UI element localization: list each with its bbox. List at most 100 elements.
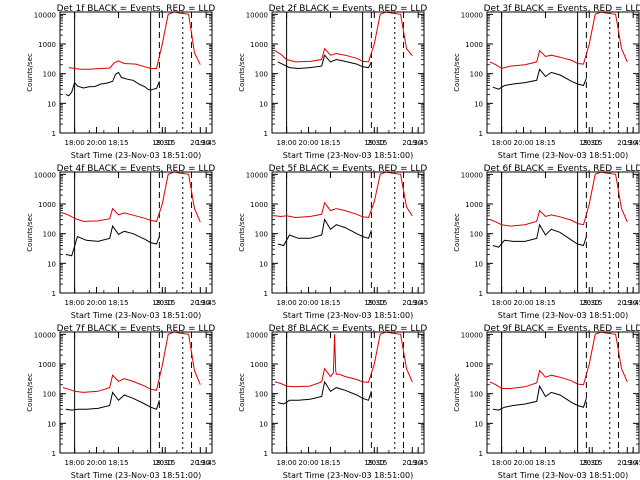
y-tick-label: 100 <box>470 71 483 79</box>
panel-title: Det 2f BLACK = Events, RED = LLD <box>269 4 428 14</box>
x-tick-label: 18:15 <box>320 139 340 147</box>
y-tick-label: 10 <box>47 100 56 108</box>
detector-panel-3: Det 3f BLACK = Events, RED = LLD Counts/s… <box>453 4 640 160</box>
plot-frame <box>59 171 213 294</box>
x-tick-label: 18:00 <box>65 459 85 467</box>
y-tick-label: 10000 <box>34 331 56 339</box>
panel-title: Det 1f BLACK = Events, RED = LLD <box>57 4 216 14</box>
y-tick-label: 1 <box>264 290 268 298</box>
y-tick-label: 10000 <box>34 171 56 179</box>
x-tick-label: 18:00 <box>492 299 512 307</box>
x-tick-label: 20:30 <box>617 299 637 307</box>
y-tick-label: 100 <box>470 231 483 239</box>
series-line-lld <box>68 12 201 70</box>
y-tick-label: 10000 <box>246 331 268 339</box>
x-tick-label: 20:15 <box>367 139 387 147</box>
y-tick-label: 10 <box>259 100 268 108</box>
x-tick-label: 19:30 <box>152 299 172 307</box>
x-tick-label: 19:30 <box>152 459 172 467</box>
series-line-lld <box>489 12 628 70</box>
y-tick-label: 10 <box>474 420 483 428</box>
plot-frame <box>486 11 640 134</box>
x-tick-label: 18:00 <box>492 459 512 467</box>
y-tick-label: 10000 <box>34 11 56 19</box>
x-tick-label: 20:15 <box>582 139 602 147</box>
x-tick-label: 18:00 <box>65 139 85 147</box>
y-tick-label: 1 <box>52 130 56 138</box>
x-tick-label: 20:15 <box>155 459 175 467</box>
y-tick-label: 1000 <box>250 361 268 369</box>
series-line-events <box>492 68 587 90</box>
series-line-events <box>277 380 372 405</box>
y-tick-label: 1000 <box>465 41 483 49</box>
detector-panel-5: Det 5f BLACK = Events, RED = LLD Counts/s… <box>238 164 428 320</box>
y-tick-label: 100 <box>255 231 268 239</box>
series-group <box>489 332 628 411</box>
series-line-events <box>65 391 160 411</box>
series-group <box>274 332 413 405</box>
series-group <box>274 172 413 247</box>
x-tick-label: 20:30 <box>402 139 422 147</box>
x-axis-label: Start Time (23-Nov-03 18:51:00) <box>71 151 201 160</box>
y-axis-label: Counts/sec <box>26 373 34 412</box>
series-line-lld <box>274 332 413 388</box>
x-tick-label: 20:00 <box>86 139 106 147</box>
x-tick-label: 20:15 <box>367 459 387 467</box>
x-tick-label: 19:30 <box>579 299 599 307</box>
y-tick-label: 1 <box>264 450 268 458</box>
plot-frame <box>59 331 213 454</box>
panel-title: Det 5f BLACK = Events, RED = LLD <box>269 164 428 174</box>
x-tick-label: 20:00 <box>298 139 318 147</box>
x-tick-label: 20:15 <box>582 459 602 467</box>
x-tick-label: 19:30 <box>152 139 172 147</box>
detector-panel-4: Det 4f BLACK = Events, RED = LLD Counts/s… <box>26 164 216 320</box>
x-axis-label: Start Time (23-Nov-03 18:51:00) <box>283 311 413 320</box>
series-line-events <box>65 71 160 97</box>
y-tick-label: 1000 <box>250 201 268 209</box>
y-tick-label: 1 <box>479 450 483 458</box>
x-tick-label: 19:45 <box>408 459 428 467</box>
y-tick-label: 1000 <box>38 41 56 49</box>
y-tick-label: 10 <box>259 260 268 268</box>
y-axis-label: Counts/sec <box>26 53 34 92</box>
series-line-lld <box>489 332 628 389</box>
x-tick-label: 19:45 <box>196 459 216 467</box>
y-tick-label: 1 <box>479 290 483 298</box>
x-tick-label: 20:30 <box>190 139 210 147</box>
x-tick-label: 19:45 <box>196 299 216 307</box>
x-tick-label: 20:30 <box>190 299 210 307</box>
y-tick-label: 1 <box>479 130 483 138</box>
detector-panel-7: Det 7f BLACK = Events, RED = LLD Counts/s… <box>26 324 216 480</box>
plot-frame <box>271 171 425 294</box>
x-tick-label: 19:45 <box>623 299 640 307</box>
y-tick-label: 10 <box>47 420 56 428</box>
x-tick-label: 20:00 <box>298 299 318 307</box>
y-axis-label: Counts/sec <box>26 213 34 252</box>
y-tick-label: 100 <box>255 71 268 79</box>
x-tick-label: 20:00 <box>513 299 533 307</box>
x-tick-label: 20:30 <box>190 459 210 467</box>
plot-frame <box>486 171 640 294</box>
x-tick-label: 19:45 <box>408 139 428 147</box>
y-tick-label: 10 <box>474 100 483 108</box>
x-tick-label: 20:00 <box>298 459 318 467</box>
series-line-lld <box>62 332 201 393</box>
y-tick-label: 10 <box>474 260 483 268</box>
series-line-lld <box>274 172 413 219</box>
x-tick-label: 19:45 <box>623 459 640 467</box>
x-axis-label: Start Time (23-Nov-03 18:51:00) <box>498 311 628 320</box>
x-tick-label: 19:30 <box>364 459 384 467</box>
x-tick-label: 20:30 <box>402 459 422 467</box>
x-tick-label: 18:15 <box>535 459 555 467</box>
series-line-events <box>492 384 587 411</box>
x-tick-label: 20:15 <box>155 139 175 147</box>
plot-frame <box>59 11 213 134</box>
x-tick-label: 18:15 <box>108 139 128 147</box>
panel-title: Det 3f BLACK = Events, RED = LLD <box>484 4 640 14</box>
plot-frame <box>271 11 425 134</box>
x-tick-label: 18:00 <box>65 299 85 307</box>
series-line-events <box>65 224 160 257</box>
panel-title: Det 8f BLACK = Events, RED = LLD <box>269 324 428 334</box>
y-tick-label: 100 <box>43 231 56 239</box>
